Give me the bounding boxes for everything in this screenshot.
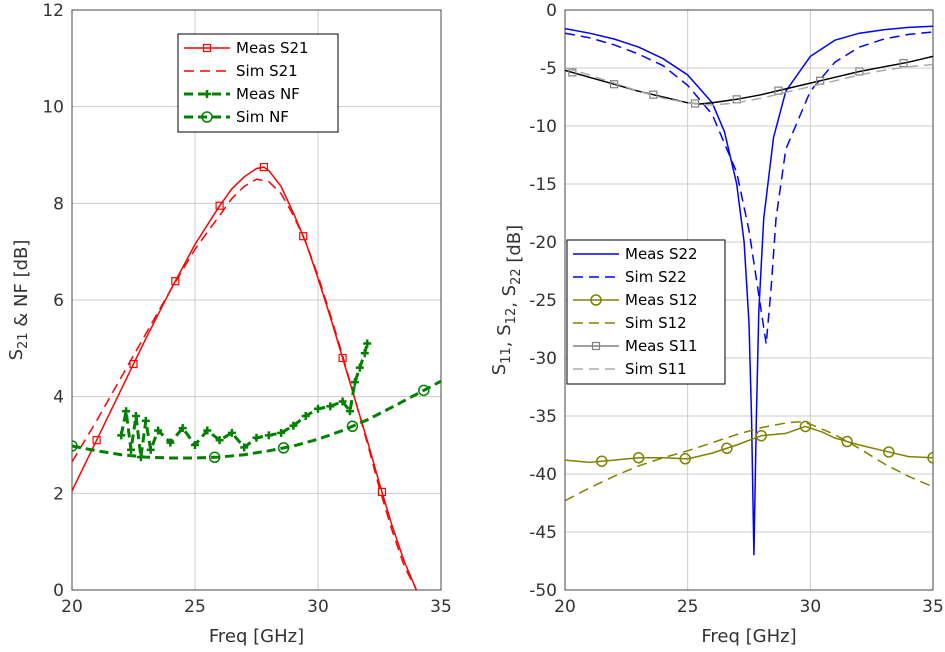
data-point-meas-s11 xyxy=(899,59,908,68)
data-point-sim-nf xyxy=(346,420,359,432)
data-point-meas-s12 xyxy=(721,442,733,454)
x-tick-label: 20 xyxy=(554,597,576,617)
x-tick-label: 25 xyxy=(184,597,206,617)
legend-label-meas-s22: Meas S22 xyxy=(625,245,698,263)
x-tick-label: 35 xyxy=(430,597,452,617)
y-tick-label: -25 xyxy=(529,291,557,311)
series-line-meas-s12 xyxy=(565,425,933,464)
data-point-meas-s12 xyxy=(755,429,768,442)
plot-frame xyxy=(71,9,442,591)
data-point-sim-nf xyxy=(72,440,78,452)
legend-label-meas-s11: Meas S11 xyxy=(625,337,698,355)
legend-label-meas-s12: Meas S12 xyxy=(625,291,698,309)
plot-frame xyxy=(564,9,934,591)
y-tick-label: 12 xyxy=(42,1,64,21)
x-tick-label: 25 xyxy=(677,597,699,617)
x-axis-label: Freq [GHz] xyxy=(701,626,796,647)
legend-label-sim-s11: Sim S11 xyxy=(625,360,687,378)
y-tick-label: 0 xyxy=(546,1,557,21)
data-point-meas-s21 xyxy=(129,359,138,369)
data-point-meas-s12 xyxy=(841,435,853,448)
x-tick-label: 30 xyxy=(800,597,822,617)
series-line-meas-nf xyxy=(119,343,369,458)
chart-panel-1: 20 25 30 35 0 2 4 6 8 10 12 Freq [GHz] S21 & NF [dB]… xyxy=(6,1,452,647)
legend: Meas S22 Sim S22 Meas S12 Sim S12 Meas S11 Si… xyxy=(566,239,726,385)
series-layer xyxy=(72,162,441,590)
legend-label-sim-s12: Sim S12 xyxy=(625,314,687,332)
data-point-meas-s21 xyxy=(92,436,101,445)
data-point-meas-s11 xyxy=(774,86,783,95)
data-point-sim-nf xyxy=(208,451,221,464)
legend-marker-sim-nf xyxy=(201,111,213,123)
legend-label-sim-s22: Sim S22 xyxy=(625,268,687,286)
legend-label-sim-nf: Sim NF xyxy=(236,108,289,126)
data-point-meas-s11 xyxy=(855,67,864,76)
chart-panel-2: 20 25 30 35-50-45-40-35-30-25-20-15-10-50Fr… xyxy=(489,1,944,647)
y-tick-label: -50 xyxy=(529,581,557,601)
y-tick-label: 10 xyxy=(42,98,64,118)
data-point-meas-s12 xyxy=(632,452,645,464)
y-tick-label: 0 xyxy=(53,581,64,601)
data-point-meas-s12 xyxy=(883,446,895,458)
series-line-sim-s21 xyxy=(72,178,418,590)
y-tick-label: -20 xyxy=(529,233,557,253)
data-point-sim-nf xyxy=(418,384,430,397)
data-point-meas-s21 xyxy=(299,232,308,241)
x-axis-label: Freq [GHz] xyxy=(209,626,304,647)
y-tick-label: -5 xyxy=(540,59,557,79)
legend: Meas S21 Sim S21 Meas NF Sim NF xyxy=(177,33,339,133)
y-axis-label: S11, S12, S22 [dB] xyxy=(489,225,525,375)
legend-box xyxy=(566,239,726,385)
data-point-sim-nf xyxy=(277,442,290,454)
series-line-sim-s11 xyxy=(565,63,933,106)
legend-marker-meas-s12 xyxy=(590,294,602,306)
x-tick-label: 35 xyxy=(922,597,944,617)
y-tick-label: 2 xyxy=(53,484,64,504)
series-line-sim-nf xyxy=(72,379,441,460)
legend-label-sim-s21: Sim S21 xyxy=(236,62,298,80)
legend-label-meas-s21: Meas S21 xyxy=(236,39,309,57)
y-tick-label: 4 xyxy=(53,388,64,408)
series-layer xyxy=(565,25,933,556)
series-line-meas-s11 xyxy=(565,55,933,105)
y-tick-label: -35 xyxy=(529,407,557,427)
series-line-meas-s22 xyxy=(565,25,933,556)
data-point-meas-s21 xyxy=(171,277,180,286)
y-tick-label: -10 xyxy=(529,117,557,137)
y-tick-label: -45 xyxy=(529,523,557,543)
data-point-meas-s12 xyxy=(799,420,812,433)
data-point-meas-s21 xyxy=(259,162,268,172)
data-point-meas-s11 xyxy=(568,68,577,77)
y-axis-label: S21 & NF [dB] xyxy=(6,240,32,361)
legend-label-meas-nf: Meas NF xyxy=(236,85,300,103)
series-line-meas-s21 xyxy=(72,166,418,590)
legend-marker-meas-s21 xyxy=(202,43,212,53)
y-tick-label: 6 xyxy=(53,291,64,311)
x-tick-label: 30 xyxy=(307,597,329,617)
legend-marker-meas-s11 xyxy=(591,341,601,351)
y-tick-label: 8 xyxy=(53,194,64,214)
data-point-meas-s12 xyxy=(596,455,608,467)
x-tick-label: 20 xyxy=(61,597,83,617)
data-point-meas-s21 xyxy=(338,353,347,363)
data-point-meas-s12 xyxy=(927,452,933,464)
series-line-sim-s22 xyxy=(565,31,933,345)
y-tick-label: -40 xyxy=(529,465,557,485)
series-line-sim-s12 xyxy=(565,421,933,502)
y-tick-label: -30 xyxy=(529,349,557,369)
data-point-meas-s21 xyxy=(215,201,224,210)
y-tick-label: -15 xyxy=(529,175,557,195)
data-point-meas-s12 xyxy=(679,453,691,465)
